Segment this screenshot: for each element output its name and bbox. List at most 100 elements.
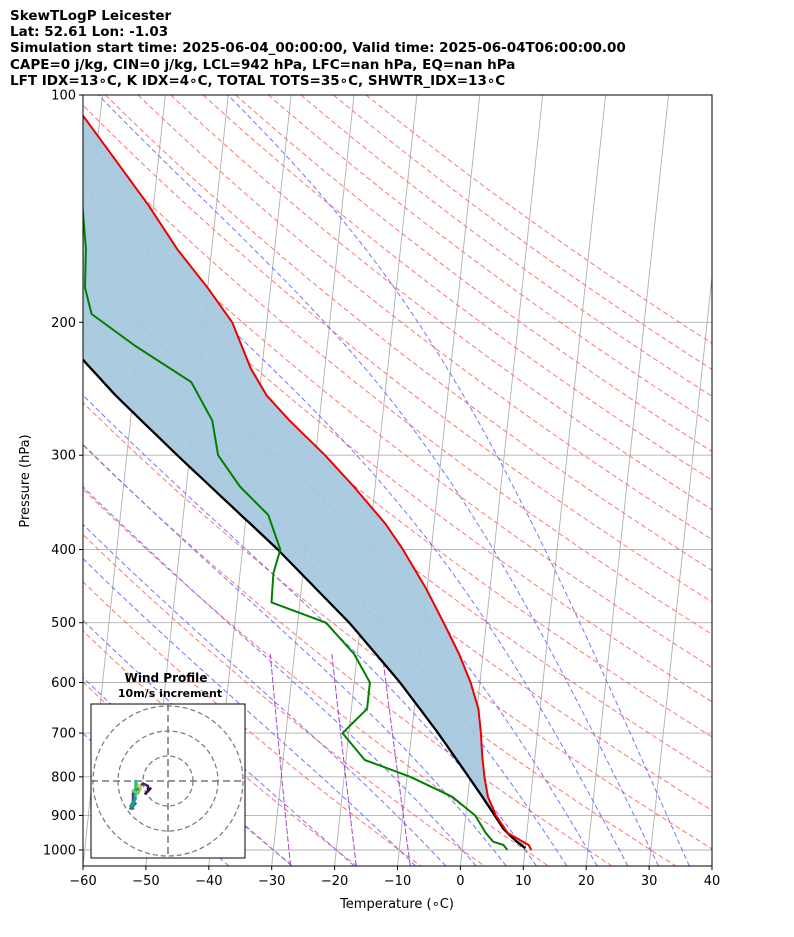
wind-barb-flag — [737, 575, 746, 584]
wind-barb — [711, 570, 754, 589]
wind-barb-flag — [742, 630, 753, 637]
wind-barb-flag — [743, 734, 753, 741]
wind-barb-flag — [749, 343, 756, 353]
wind-barb-flag — [744, 251, 751, 262]
wind-barb — [711, 293, 750, 306]
wind-barb-flag — [738, 767, 746, 777]
wind-barb-flag — [745, 438, 749, 450]
moist-adiabat-line — [83, 523, 447, 866]
wind-barb — [711, 116, 756, 129]
moist-adiabat-line — [83, 394, 537, 866]
wind-barb-half-flag — [730, 668, 735, 671]
wind-barb — [711, 602, 754, 623]
mixing-ratio-line — [381, 653, 411, 866]
isotherm-line — [334, 95, 418, 866]
y-tick-label: 100 — [51, 89, 76, 104]
y-tick-label: 1000 — [43, 844, 76, 859]
wind-barb-flag — [749, 249, 756, 260]
x-tick-label: 0 — [456, 874, 464, 889]
stability-indices-1: CAPE=0 j/kg, CIN=0 j/kg, LCL=942 hPa, LF… — [10, 57, 516, 73]
wind-barb-staff — [711, 821, 712, 823]
wind-barb-flag — [742, 293, 750, 303]
wind-barb-staff — [711, 832, 712, 834]
x-axis-label: Temperature (∘C) — [339, 897, 454, 912]
wind-barb-flag — [743, 711, 753, 719]
axis-ticks: −60 −50 −40 −30 −20 −10 0 10 20 30 40 100 200 300 400 5… — [43, 89, 720, 890]
x-tick-label: −20 — [321, 874, 348, 889]
moist-adiabat-line — [227, 95, 690, 866]
wind-barb-half-flag — [738, 295, 742, 300]
wind-barb-flag — [744, 118, 751, 129]
wind-barb-half-flag — [739, 390, 742, 395]
wind-barb-flag — [741, 827, 750, 836]
wind-barb-flag — [748, 764, 756, 774]
dry-adiabat-line — [268, 95, 712, 425]
x-tick-label: 40 — [704, 874, 721, 889]
wind-barb-staff — [711, 437, 712, 439]
wind-barb-staff — [711, 352, 712, 354]
mixing-ratio-line — [331, 653, 357, 866]
y-tick-label: 400 — [51, 543, 76, 558]
wind-barb-half-flag — [742, 837, 746, 842]
wind-barb — [711, 832, 712, 834]
wind-barb — [711, 711, 753, 734]
wind-barb-flag — [743, 766, 751, 776]
wind-barb — [711, 343, 756, 354]
wind-barb-half-flag — [731, 492, 736, 496]
wind-barb-staff — [711, 795, 712, 797]
y-tick-label: 200 — [51, 316, 76, 331]
wind-barb-flag — [734, 665, 745, 672]
hodograph-title: Wind Profile — [125, 671, 208, 685]
moist-adiabat-line — [83, 486, 477, 866]
dry-adiabat-line — [365, 95, 712, 344]
wind-barb-staff — [711, 504, 712, 506]
wind-barb-flag — [739, 487, 749, 494]
x-tick-label: −40 — [195, 874, 222, 889]
dry-adiabat-line — [105, 95, 712, 571]
wind-barb-flag — [738, 634, 749, 641]
dry-adiabat-line — [83, 360, 712, 850]
wind-barb-flag — [749, 813, 756, 824]
wind-barb-half-flag — [740, 212, 743, 218]
plot-area — [83, 95, 756, 866]
wind-barb-flag — [744, 389, 750, 400]
dry-adiabat-line — [300, 95, 712, 397]
wind-barb-half-flag — [731, 742, 736, 746]
wind-barb-flag — [750, 438, 754, 450]
stable-area-fill — [83, 115, 529, 845]
wind-barb-flag — [745, 570, 754, 579]
wind-barb-flag — [735, 717, 745, 725]
wind-barb-staff — [711, 548, 712, 550]
temperature-profile-line — [83, 114, 533, 851]
wind-barb — [711, 437, 754, 450]
moist-adiabat-line — [98, 95, 659, 866]
wind-barb-flag — [749, 116, 756, 127]
wind-barb-flag — [744, 344, 751, 354]
wind-barb-staff — [711, 732, 712, 734]
wind-barb-flag — [743, 686, 753, 693]
wind-barb-half-flag — [730, 640, 735, 643]
wind-barb-flag — [747, 460, 756, 469]
x-tick-label: 30 — [641, 874, 658, 889]
hodograph-subtitle: 10m/s increment — [118, 687, 222, 700]
wind-barb-flag — [739, 689, 749, 696]
wind-barb-flag — [744, 162, 750, 173]
dry-adiabat-line — [83, 401, 677, 866]
moist-adiabat-line — [83, 558, 416, 866]
wind-barb — [711, 630, 753, 654]
dry-adiabat-line — [333, 95, 712, 371]
wind-barb-staff — [711, 216, 712, 217]
wind-barb-flag — [739, 714, 749, 722]
wind-barb-flag — [749, 790, 755, 801]
wind-barb-flag — [747, 835, 755, 844]
wind-barb — [711, 460, 756, 477]
wind-barb-flag — [735, 739, 745, 746]
wind-barb-flag — [742, 659, 753, 666]
wind-barb-flag — [744, 602, 754, 610]
wind-barb-flag — [744, 528, 754, 536]
wind-barb-flag — [741, 573, 750, 582]
dry-adiabat-line — [170, 95, 712, 511]
wind-barb-flag — [736, 608, 746, 616]
wind-barb-staff — [711, 681, 712, 683]
